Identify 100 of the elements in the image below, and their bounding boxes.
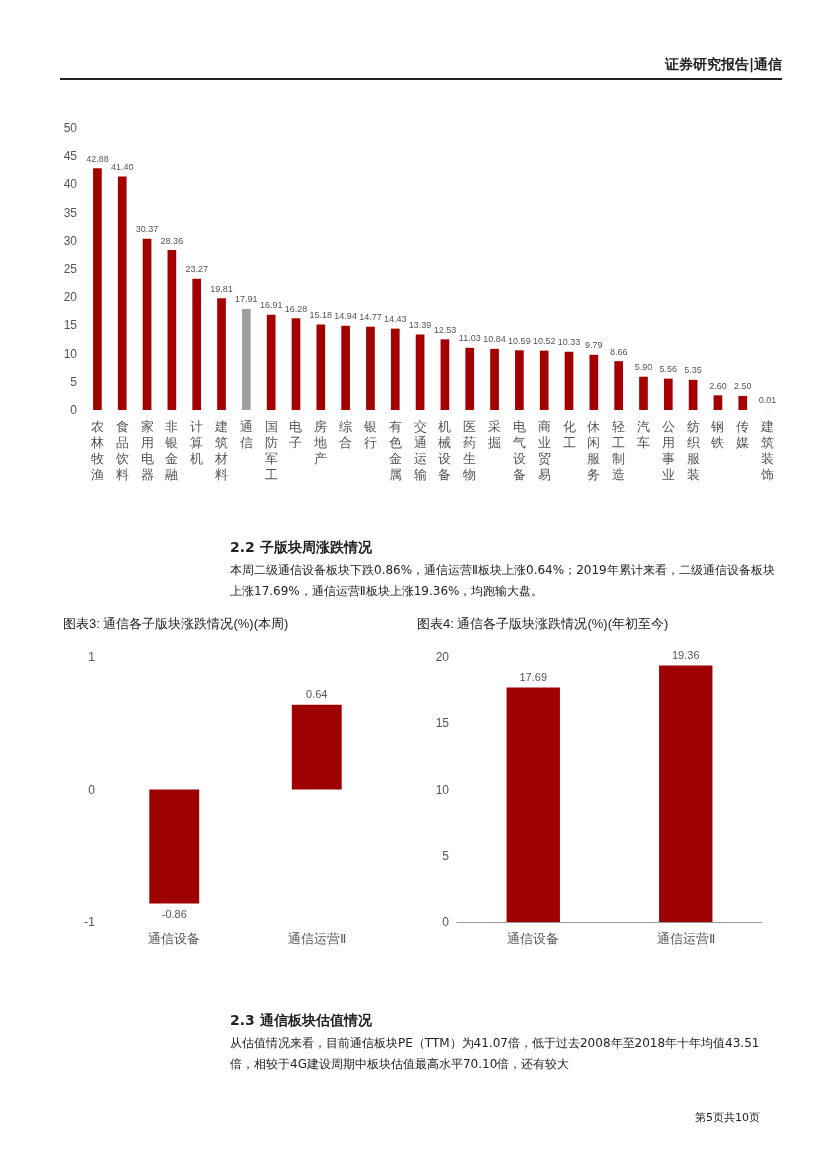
data-label: 17.69 [519,671,548,684]
text: 从估值情况来看，目前通信板块PE（TTM）为41.07倍，低于过去2008年至2018年十年均值43.51倍，相较于4G建设周期中板块估值最高水平70.10倍，还有较大 [230,1035,761,1073]
data-label: 2.50 [734,381,752,392]
x-tick-label: 轻工制造 [612,418,626,482]
y-tick-label: 5 [442,848,450,863]
x-tick-label: 房地产 [313,418,328,466]
x-tick-label: 建筑材料 [214,418,229,482]
text: 2.3 通信板块估值情况 [230,1011,373,1030]
x-tick-label: 机械设备 [438,418,452,482]
chart-title: 图表3: 通信各子版块涨跌情况(%)(本周) [63,616,289,631]
bar [390,328,400,410]
chart-title: 图表4: 通信各子版块涨跌情况(%)(年初至今) [417,616,669,631]
data-label: 19.81 [210,283,233,294]
x-tick-label: 商业贸易 [537,418,551,482]
bar [192,278,202,410]
data-label: 42.88 [86,153,109,164]
x-tick-label: 采掘 [488,418,502,450]
data-label: 0.01 [758,395,777,406]
x-tick-label: 综合 [339,418,353,450]
bar [490,348,499,410]
data-label: 30.37 [135,224,159,235]
data-label: 28.36 [160,235,184,246]
data-label: 19.36 [671,648,700,661]
bar [639,376,648,410]
data-label: 5.90 [634,362,653,373]
data-label: 10.52 [532,336,556,347]
y-tick-label: -1 [84,915,96,929]
text: 第5页共10页 [694,1110,760,1125]
data-label: 9.79 [585,340,603,351]
y-tick-label: 0 [88,782,96,797]
bar [415,334,425,410]
data-label: 14.94 [334,311,357,322]
data-label: 0.64 [306,688,328,701]
y-tick-label: 35 [63,205,78,220]
bar [688,379,698,410]
bar [167,250,177,410]
y-tick-label: 20 [435,650,450,664]
x-tick-label: 电气设备 [512,418,526,482]
y-tick-label: 30 [63,233,78,248]
x-tick-label: 传媒 [736,418,750,450]
x-tick-label: 计算机 [190,418,204,466]
bar [663,378,673,410]
data-label: 12.53 [433,324,457,335]
data-label: 16.28 [284,303,308,314]
x-tick-label: 医药生物 [463,418,477,482]
x-tick-label: 通信设备 [148,930,201,946]
text: 2.2 子版块周涨跌情况 [230,538,373,557]
bar [142,238,152,410]
bar [564,351,574,410]
x-tick-label: 有色金属 [388,418,402,482]
x-tick-label: 公用事业 [661,418,675,482]
bar [539,350,549,410]
data-label: 16.91 [259,300,283,311]
bar [316,324,326,410]
x-tick-label: 通信运营Ⅱ [656,930,715,946]
y-tick-label: 45 [63,149,78,164]
data-label: 10.84 [483,334,506,345]
text: 证券研究报告|通信 [60,56,782,80]
data-label: 17.91 [235,294,258,305]
bar [93,168,102,410]
data-label: 11.03 [458,333,481,344]
x-tick-label: 纺织服装 [686,418,700,482]
y-tick-label: 10 [435,782,450,797]
y-tick-label: 10 [63,346,78,361]
y-tick-label: 0 [442,915,450,929]
data-label: 5.35 [684,365,702,376]
x-tick-label: 电子 [289,418,303,450]
x-tick-label: 国防军工 [264,418,278,482]
y-tick-label: 15 [435,716,450,731]
x-tick-label: 钢铁 [710,418,725,450]
x-tick-label: 通信运营Ⅱ [287,930,346,946]
x-tick-label: 银行 [362,418,377,450]
x-tick-label: 建筑装饰 [760,418,775,482]
x-tick-label: 休闲服务 [587,418,601,482]
x-tick-label: 食品饮料 [114,418,129,482]
bar [465,347,475,410]
data-label: 14.77 [359,312,382,323]
text: 本周二级通信设备板块下跌0.86%，通信运营Ⅱ板块上涨0.64%；2019年累计来看，二级通信设备板块上涨17.69%，通信运营Ⅱ板块上涨19.36%，均跑输大盘。 [230,562,776,600]
bar [117,176,127,410]
data-label: 5.56 [659,364,678,375]
x-tick-label: 通信 [239,418,253,450]
data-label: -0.86 [161,907,187,920]
y-tick-label: 0 [70,403,78,417]
bar [217,298,226,410]
x-tick-label: 化工 [562,418,576,450]
x-tick-label: 交通运输 [413,418,427,482]
data-label: 10.59 [508,335,531,346]
data-label: 8.66 [609,346,628,357]
bar [291,318,301,410]
y-tick-label: 20 [63,290,78,305]
y-tick-label: 25 [63,262,78,276]
x-tick-label: 非银金融 [164,418,179,482]
data-label: 13.39 [408,319,432,330]
bar [266,314,276,410]
data-label: 15.18 [309,309,333,320]
data-label: 14.43 [384,314,407,325]
bar [515,350,524,410]
y-tick-label: 50 [63,121,78,135]
bar [614,361,623,410]
x-tick-label: 农林牧渔 [89,418,104,482]
